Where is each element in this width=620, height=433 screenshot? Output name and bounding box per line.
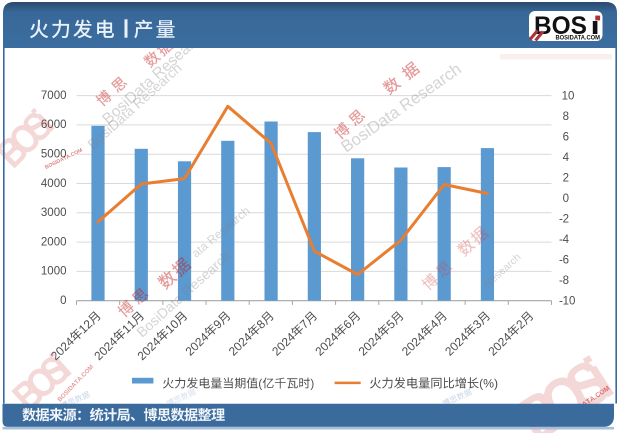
- svg-text:6000: 6000: [41, 119, 67, 131]
- svg-text:8: 8: [563, 275, 569, 287]
- svg-text:2: 2: [563, 173, 569, 185]
- svg-text:0: 0: [563, 193, 569, 205]
- svg-text:7000: 7000: [41, 90, 67, 102]
- svg-text:0: 0: [60, 295, 66, 307]
- svg-text:-: -: [559, 214, 563, 226]
- svg-text:5000: 5000: [41, 149, 67, 161]
- svg-text:1000: 1000: [41, 266, 67, 278]
- svg-text:2: 2: [563, 214, 569, 226]
- svg-text:2000: 2000: [41, 236, 67, 248]
- svg-text:6: 6: [563, 255, 569, 267]
- svg-text:10: 10: [563, 296, 576, 308]
- svg-text:3000: 3000: [41, 207, 67, 219]
- svg-text:6: 6: [563, 132, 569, 144]
- svg-text:4: 4: [563, 234, 570, 246]
- svg-text:BOS: BOS: [534, 12, 587, 40]
- svg-text:BOSIDATA.COM: BOSIDATA.COM: [556, 35, 601, 42]
- svg-text:-: -: [559, 275, 563, 287]
- svg-text:8: 8: [563, 111, 569, 123]
- svg-text:-: -: [559, 234, 563, 246]
- svg-text:4000: 4000: [41, 178, 67, 190]
- svg-text:4: 4: [563, 152, 570, 164]
- svg-text:10: 10: [562, 91, 575, 103]
- svg-text:-: -: [559, 255, 563, 267]
- svg-text:-: -: [559, 296, 563, 308]
